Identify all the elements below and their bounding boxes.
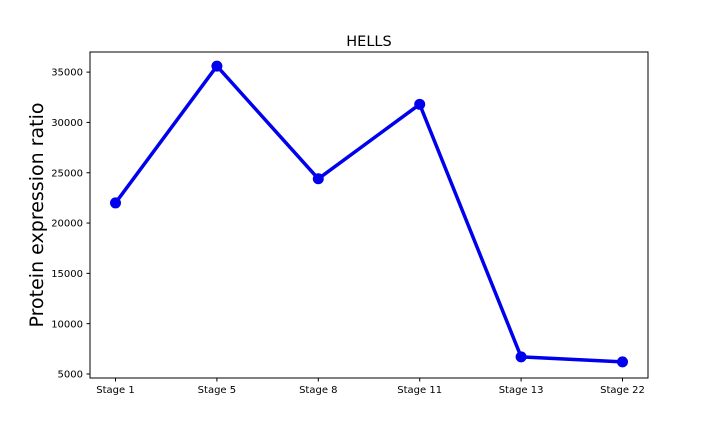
- data-point: [515, 351, 527, 363]
- data-point: [110, 197, 121, 209]
- y-tick-label: 35000: [51, 68, 83, 79]
- data-point: [617, 356, 628, 368]
- y-tick-label: 15000: [51, 269, 83, 280]
- data-point: [312, 173, 324, 185]
- x-tick-label: Stage 1: [96, 385, 134, 396]
- data-point: [414, 98, 426, 110]
- y-tick-label: 5000: [58, 370, 83, 381]
- plot-frame: [89, 51, 649, 379]
- y-tick-label: 20000: [51, 219, 83, 230]
- y-tick-label: 25000: [51, 168, 83, 179]
- series-layer: [110, 60, 628, 368]
- y-tick-label: 10000: [51, 319, 83, 330]
- x-tick-label: Stage 22: [600, 385, 645, 396]
- y-tick-label: 30000: [51, 118, 83, 129]
- x-tick-label: Stage 5: [198, 385, 236, 396]
- data-point: [211, 60, 223, 72]
- x-tick-label: Stage 8: [299, 385, 337, 396]
- y-axis-label: Protein expression ratio: [26, 103, 48, 328]
- series-line: [113, 64, 625, 364]
- x-tick-label: Stage 11: [397, 385, 442, 396]
- y-ticks: 5000 10000 15000 20000 25000 30000 35000: [51, 68, 90, 381]
- x-tick-label: Stage 13: [499, 385, 544, 396]
- chart-title: HELLS: [346, 34, 391, 50]
- x-ticks: Stage 1 Stage 5 Stage 8 Stage 11 Stage 13 Sta…: [96, 378, 645, 396]
